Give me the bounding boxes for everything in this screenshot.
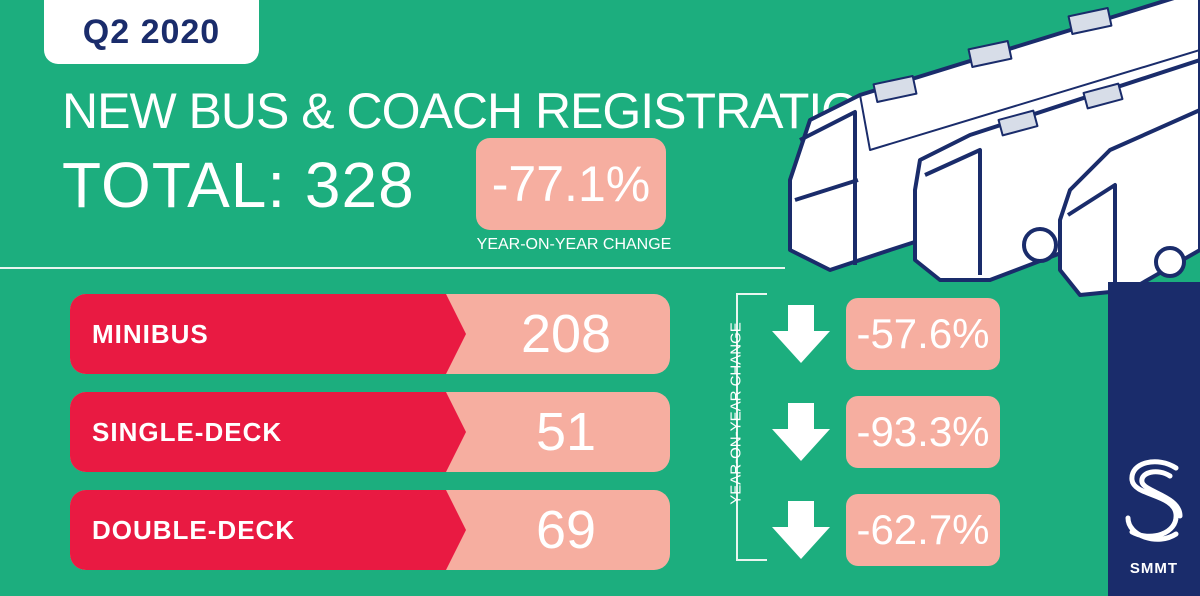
total-registrations: TOTAL: 328	[62, 149, 415, 221]
single-deck-change: -93.3%	[846, 396, 1000, 468]
brand-strip	[1108, 282, 1200, 596]
chevron-right-icon	[426, 392, 466, 472]
brand-name: SMMT	[1129, 560, 1179, 577]
chevron-right-icon	[426, 294, 466, 374]
total-change-badge: -77.1%	[476, 138, 666, 230]
page-title: NEW BUS & COACH REGISTRATIONS	[62, 83, 928, 139]
row-label: MINIBUS	[70, 294, 446, 374]
minibus-change: -57.6%	[846, 298, 1000, 370]
minibus-row: MINIBUS 208	[70, 294, 670, 374]
row-value: 51	[535, 402, 597, 462]
bus-illustration	[788, 0, 1200, 297]
single-deck-row: SINGLE-DECK 51	[70, 392, 670, 472]
down-arrow-icon	[772, 501, 830, 559]
quarter-badge: Q2 2020	[44, 0, 259, 64]
bracket	[736, 293, 767, 561]
yoy-vertical-label: YEAR-ON-YEAR CHANGE	[727, 322, 745, 505]
row-value: 69	[535, 500, 597, 560]
row-label: DOUBLE-DECK	[70, 490, 446, 570]
total-change-label: YEAR-ON-YEAR CHANGE	[476, 236, 672, 253]
row-label: SINGLE-DECK	[70, 392, 446, 472]
double-deck-row: DOUBLE-DECK 69	[70, 490, 670, 570]
divider	[0, 267, 785, 269]
down-arrow-icon	[772, 403, 830, 461]
down-arrow-icon	[772, 305, 830, 363]
row-value: 208	[520, 304, 612, 364]
smmt-logo-icon	[1125, 459, 1183, 542]
double-deck-change: -62.7%	[846, 494, 1000, 566]
chevron-right-icon	[426, 490, 466, 570]
